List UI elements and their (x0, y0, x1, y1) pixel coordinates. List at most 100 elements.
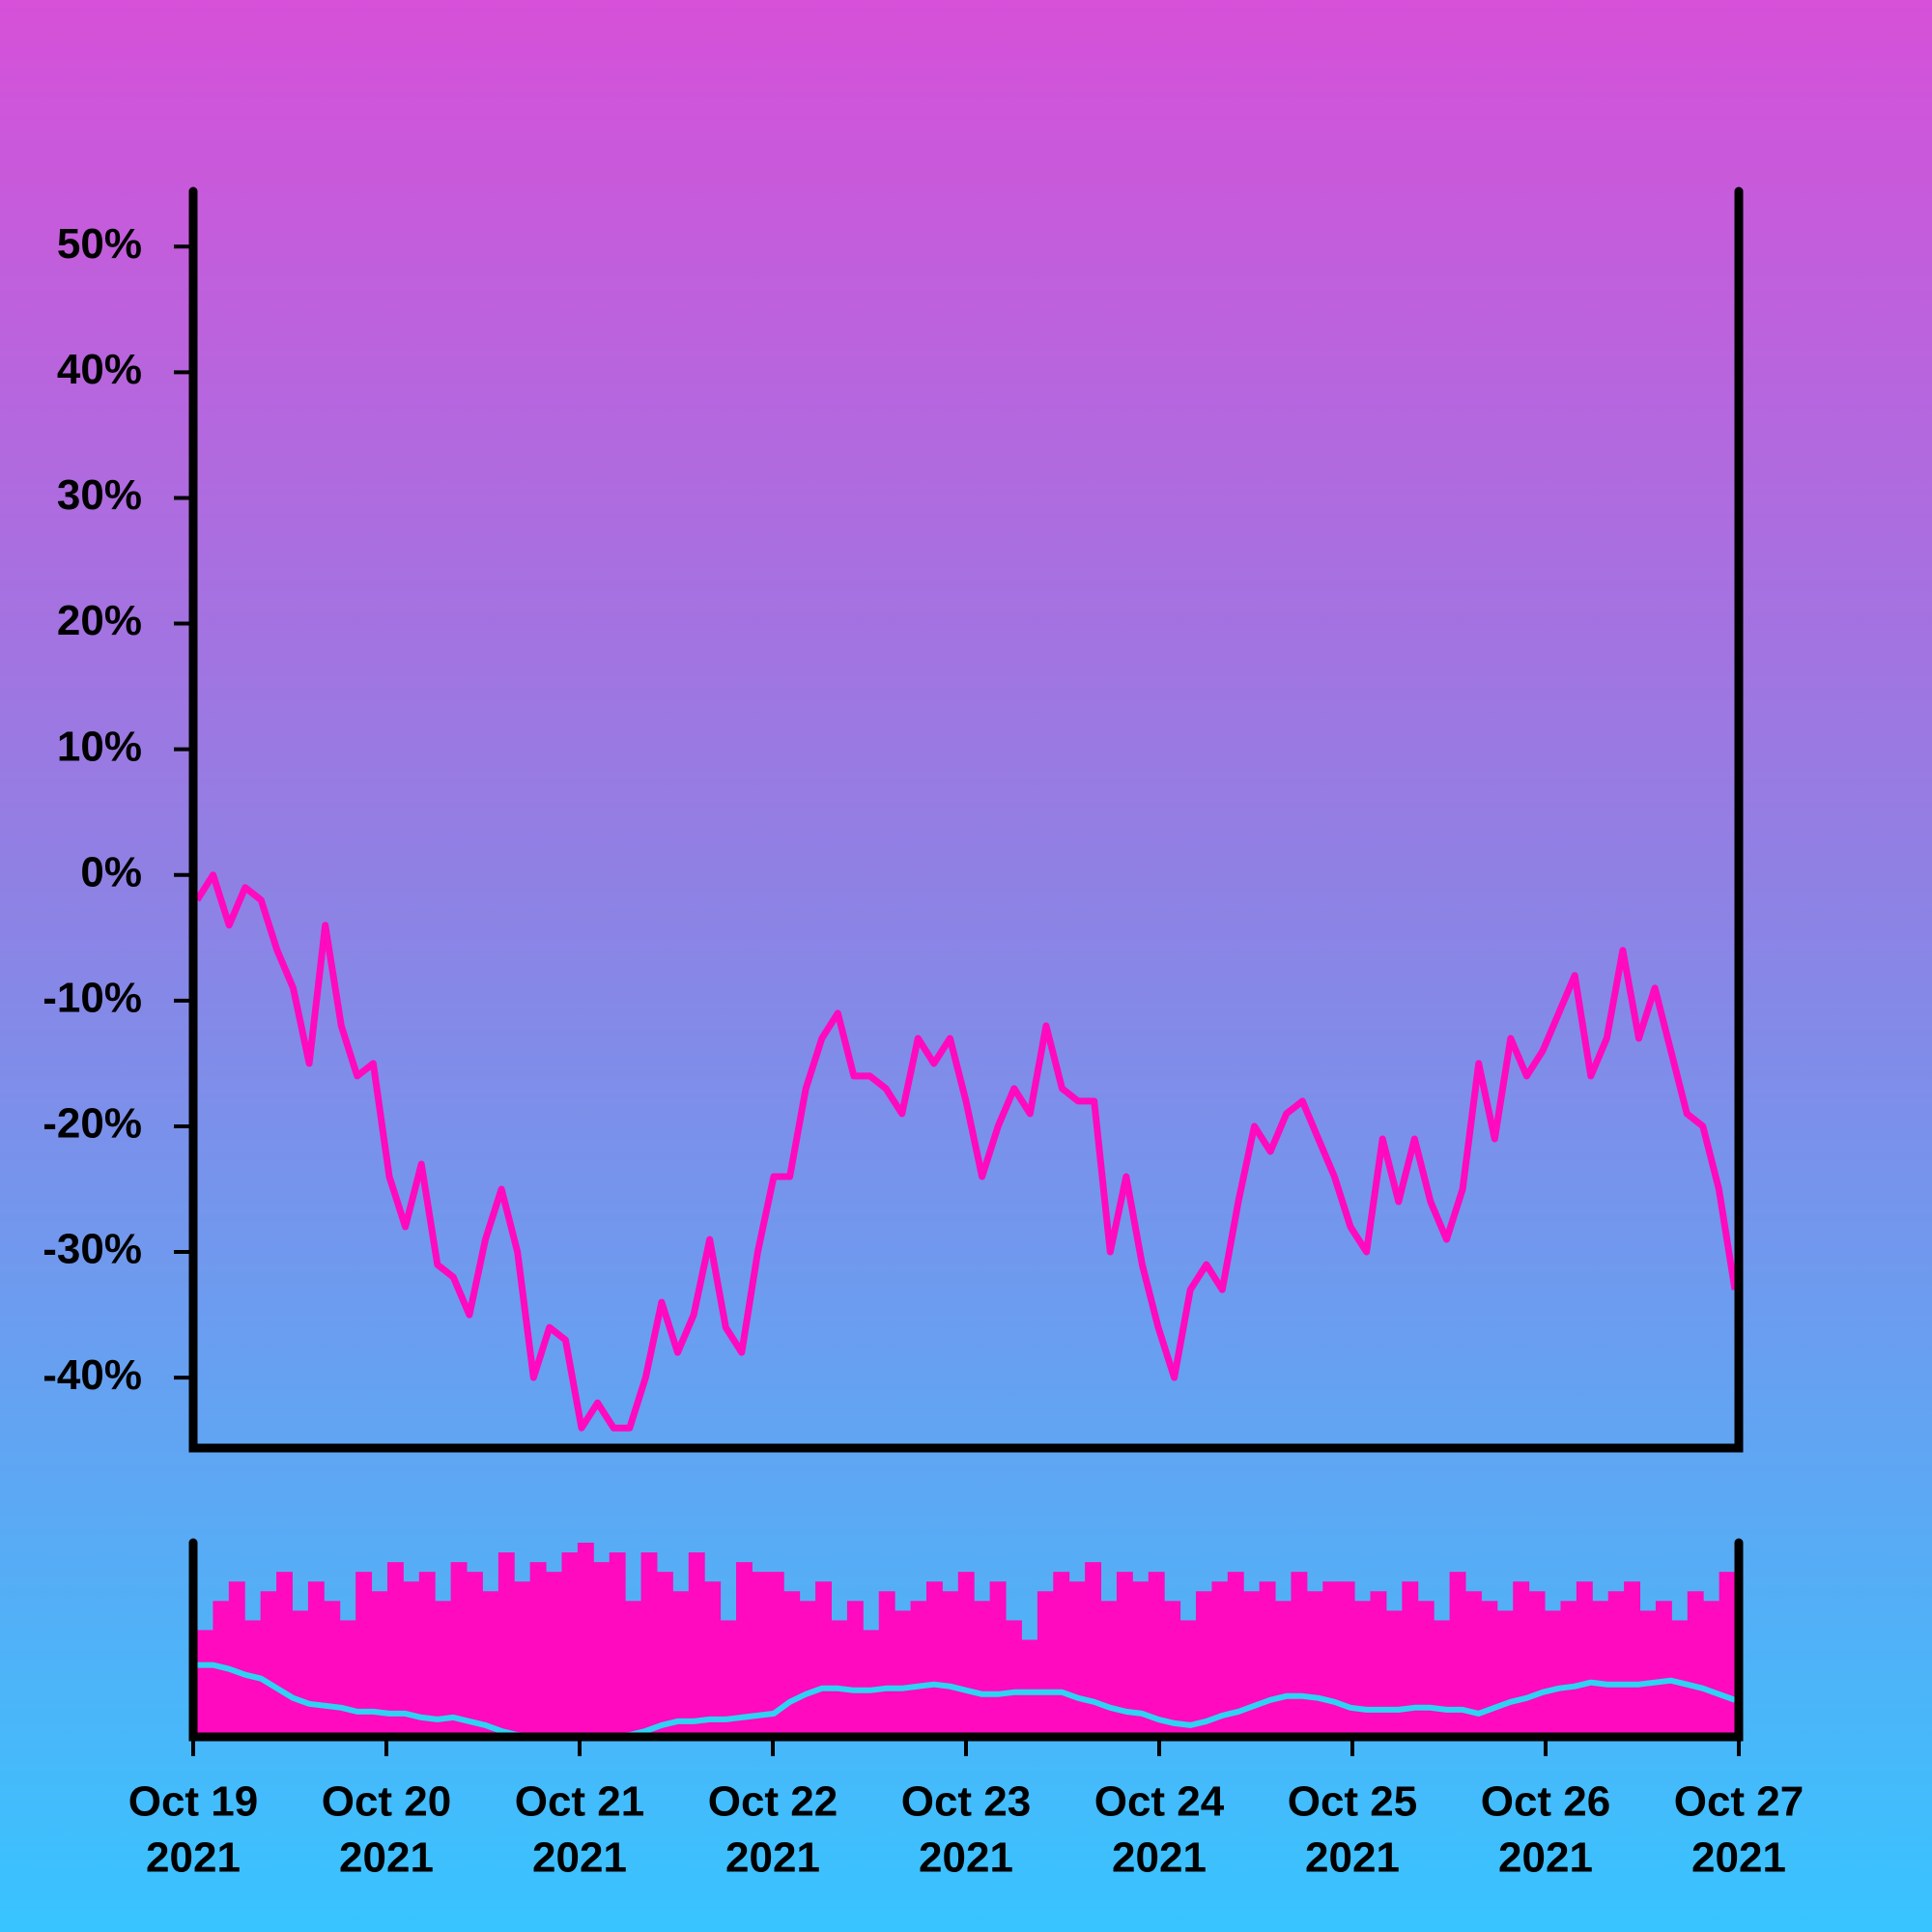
volume-bar (672, 1591, 690, 1737)
volume-bar (925, 1581, 943, 1737)
volume-bar (1624, 1581, 1641, 1737)
price-axes (188, 186, 1744, 1453)
x-tick-label: 2021 (1112, 1834, 1207, 1882)
volume-bar (1037, 1591, 1054, 1737)
y-tick-label: 10% (57, 723, 142, 770)
volume-bar (1417, 1601, 1435, 1737)
volume-bar (1481, 1601, 1498, 1737)
x-tick-label: Oct 26 (1481, 1778, 1611, 1826)
volume-bar (1528, 1591, 1546, 1737)
volume-bar (989, 1581, 1007, 1737)
volume-bar (1545, 1610, 1561, 1737)
volume-bar (688, 1552, 705, 1737)
volume-bar (1719, 1572, 1736, 1737)
volume-bar (1655, 1601, 1672, 1737)
volume-bar (561, 1552, 579, 1737)
volume-bar (514, 1581, 531, 1737)
volume-bar (197, 1630, 213, 1737)
volume-bar (593, 1562, 611, 1737)
y-tick-label: -20% (43, 1100, 142, 1148)
volume-bar (260, 1591, 277, 1737)
volume-bar (1275, 1601, 1292, 1737)
volume-bar (1116, 1572, 1133, 1737)
volume-bar (403, 1581, 420, 1737)
volume-bar (1085, 1562, 1102, 1737)
x-tick-label: 2021 (1691, 1834, 1786, 1882)
volume-bar (1259, 1581, 1276, 1737)
volume-bar (974, 1601, 991, 1737)
volume-bar (878, 1591, 895, 1737)
data-line (197, 1662, 1737, 1740)
volume-bar (846, 1601, 864, 1737)
y-tick-label: -40% (43, 1351, 142, 1399)
volume-bar (1513, 1581, 1530, 1737)
x-tick-label: 2021 (532, 1834, 627, 1882)
volume-bar (292, 1610, 309, 1737)
volume-bar (704, 1581, 722, 1737)
volume-bar (815, 1581, 832, 1737)
x-tick-label: 2021 (1498, 1834, 1593, 1882)
volume-bar (1179, 1620, 1197, 1737)
x-tick-label: 2021 (725, 1834, 820, 1882)
volume-bar (1243, 1591, 1261, 1737)
volume-bar (1211, 1581, 1229, 1737)
volume-bar (1322, 1581, 1340, 1737)
volume-bar (546, 1572, 562, 1737)
y-tick-label: 50% (57, 220, 142, 268)
volume-bar (1687, 1591, 1704, 1737)
volume-bar (1354, 1601, 1372, 1737)
volume-bar (276, 1572, 293, 1737)
volume-bar (1434, 1620, 1451, 1737)
volume-bar (1370, 1591, 1387, 1737)
x-tick-label: Oct 27 (1674, 1778, 1804, 1826)
y-tick-label: 30% (57, 471, 142, 519)
volume-bar (640, 1552, 658, 1737)
volume-bar (1338, 1581, 1355, 1737)
volume-bar (831, 1620, 848, 1737)
volume-bar (1306, 1591, 1323, 1737)
volume-bar (435, 1601, 452, 1737)
volume-bar (371, 1591, 388, 1737)
volume-bar (482, 1591, 499, 1737)
plot-area (194, 871, 1739, 1740)
x-tick-label: 2021 (339, 1834, 434, 1882)
y-tick-label: 20% (57, 597, 142, 644)
volume-bar (1291, 1572, 1308, 1737)
x-tick-label: Oct 23 (901, 1778, 1032, 1826)
volume-bar (752, 1572, 769, 1737)
x-tick-label: Oct 19 (128, 1778, 259, 1826)
volume-bar (1195, 1591, 1212, 1737)
volume-bar (1576, 1581, 1593, 1737)
volume-bar (783, 1591, 801, 1737)
volume-bar (386, 1562, 404, 1737)
y-tick-label: 0% (80, 848, 142, 895)
data-line (194, 871, 1739, 1432)
x-tick-label: Oct 21 (515, 1778, 645, 1826)
volume-bar (1402, 1581, 1419, 1737)
y-tick-label: -10% (43, 974, 142, 1021)
volume-bar (1132, 1581, 1150, 1737)
volume-bar (307, 1581, 325, 1737)
volume-bar (1464, 1591, 1482, 1737)
volume-bar (1639, 1610, 1657, 1737)
y-tick-label: 40% (57, 346, 142, 393)
volume-bar (1164, 1601, 1181, 1737)
volume-bar (1560, 1601, 1577, 1737)
volume-bar (910, 1601, 927, 1737)
x-tick-label: 2021 (919, 1834, 1013, 1882)
volume-bar (799, 1601, 816, 1737)
volume-bar (767, 1572, 784, 1737)
volume-bar (339, 1620, 356, 1737)
volume-bar (1227, 1572, 1244, 1737)
volume-bar (467, 1572, 483, 1737)
volume-bar (1068, 1581, 1086, 1737)
volume-bar (529, 1562, 547, 1737)
y-tick-label: -30% (43, 1226, 142, 1273)
volume-bar (355, 1572, 373, 1737)
volume-bar (324, 1601, 341, 1737)
volume-bar (656, 1572, 673, 1737)
volume-bar (609, 1552, 626, 1737)
volume-bar (625, 1601, 642, 1737)
volume-bar (736, 1562, 753, 1737)
